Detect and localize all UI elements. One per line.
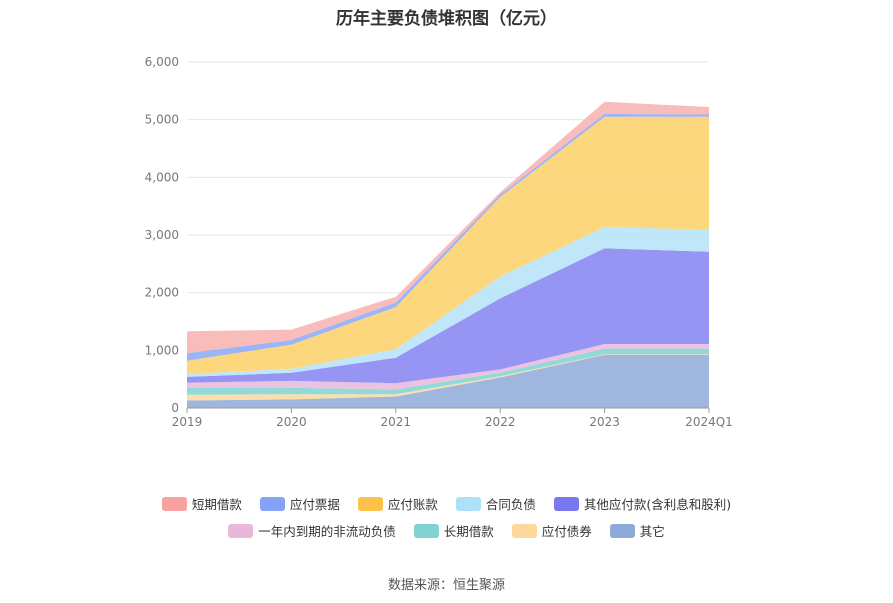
legend-swatch [413, 523, 439, 538]
x-tick-label: 2022 [485, 415, 516, 429]
chart-title: 历年主要负债堆积图（亿元） [336, 9, 557, 29]
legend-row-2: 一年内到期的非流动负债 长期借款 应付债券 其它 [0, 521, 893, 540]
data-source: 数据来源：恒生聚源 [387, 578, 505, 593]
legend-label: 短期借款 [191, 497, 242, 512]
area-应付债券 [187, 354, 709, 401]
legend-item[interactable]: 应付账款 [357, 494, 438, 513]
y-tick-label: 5,000 [145, 113, 179, 127]
y-tick-label: 1,000 [145, 343, 179, 357]
legend-label: 其它 [639, 524, 665, 539]
legend: 短期借款 应付票据 应付账款 合同负债 其他应付款(含利息和股利) 一年内到期的非流动负… [0, 494, 893, 548]
x-tick-label: 2020 [276, 415, 307, 429]
x-tick-label: 2023 [589, 415, 620, 429]
area-合同负债 [187, 226, 709, 377]
area-其他应付款(含利息和股利) [187, 248, 709, 384]
area-应付账款 [187, 116, 709, 375]
legend-item[interactable]: 应付票据 [259, 494, 340, 513]
legend-item[interactable]: 长期借款 [413, 521, 494, 540]
legend-swatch [455, 496, 481, 511]
axes: 0 1,000 2,000 3,000 4,000 5,000 6,000 2019 2020 2… [145, 55, 733, 429]
stacked-area-chart: 0 1,000 2,000 3,000 4,000 5,000 6,000 2019 2020 2… [145, 55, 733, 429]
legend-label: 应付票据 [289, 497, 340, 512]
legend-swatch [553, 496, 579, 511]
legend-item[interactable]: 其他应付款(含利息和股利) [553, 494, 732, 513]
y-tick-label: 2,000 [145, 286, 179, 300]
legend-item[interactable]: 一年内到期的非流动负债 [228, 521, 396, 540]
area-series [187, 101, 709, 408]
legend-label: 其他应付款(含利息和股利) [583, 497, 732, 512]
legend-swatch [357, 496, 383, 511]
legend-label: 应付账款 [387, 497, 438, 512]
legend-swatch [609, 523, 635, 538]
legend-row-1: 短期借款 应付票据 应付账款 合同负债 其他应付款(含利息和股利) [0, 494, 893, 513]
y-tick-label: 4,000 [145, 170, 179, 184]
area-长期借款 [187, 348, 709, 395]
legend-label: 长期借款 [443, 524, 494, 539]
y-tick-label: 3,000 [145, 228, 179, 242]
x-tick-label: 2024Q1 [685, 415, 733, 429]
legend-item[interactable]: 应付债券 [511, 521, 592, 540]
y-tick-label: 6,000 [145, 55, 179, 69]
legend-item[interactable]: 其它 [609, 521, 665, 540]
x-tick-label: 2021 [381, 415, 412, 429]
legend-item[interactable]: 短期借款 [161, 494, 242, 513]
y-tick-label: 0 [171, 401, 179, 415]
area-一年内到期的非流动负债 [187, 344, 709, 390]
legend-label: 一年内到期的非流动负债 [258, 524, 396, 539]
legend-swatch [228, 523, 254, 538]
legend-label: 合同负债 [485, 497, 536, 512]
legend-swatch [259, 496, 285, 511]
area-其它 [187, 354, 709, 408]
legend-swatch [511, 523, 537, 538]
legend-item[interactable]: 合同负债 [455, 494, 536, 513]
x-tick-label: 2019 [172, 415, 203, 429]
legend-label: 应付债券 [541, 524, 592, 539]
legend-swatch [161, 496, 187, 511]
